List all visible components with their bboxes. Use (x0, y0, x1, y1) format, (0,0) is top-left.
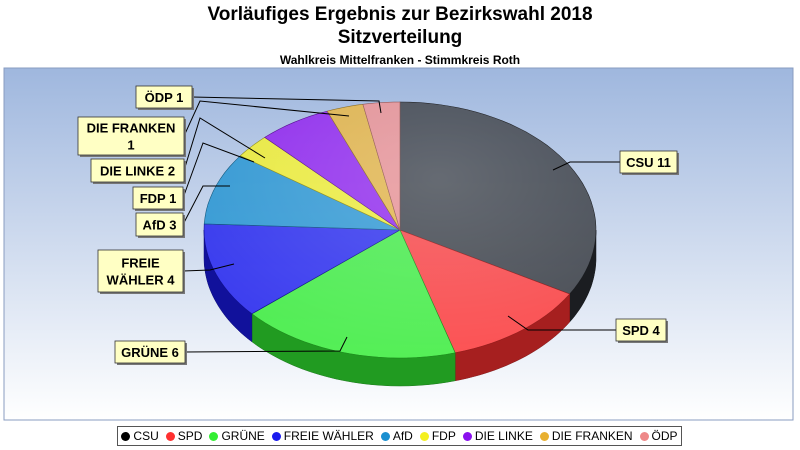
legend-item-odp: ÖDP (639, 429, 678, 443)
callout-box-csu (619, 150, 678, 174)
legend-item-grune: GRÜNE (209, 429, 265, 443)
callout-box-fdp (132, 186, 184, 210)
callout-box-die-linke (90, 158, 185, 183)
legend-label: DIE LINKE (474, 429, 533, 443)
legend-label: GRÜNE (221, 429, 265, 443)
callout-box-afd (135, 212, 184, 237)
chart-subtitle: Sitzverteilung (337, 27, 463, 48)
leader-line-freie-wahler (182, 263, 235, 272)
legend-label: ÖDP (651, 429, 678, 443)
leader-line-die-linke (183, 117, 266, 171)
legend-label: AfD (392, 429, 413, 443)
legend-marker-icon (165, 431, 175, 441)
legend-marker-icon (209, 431, 219, 441)
callout-box-spd (615, 318, 667, 342)
slice-label-afd: AfD 3 (143, 218, 177, 233)
callout-box-freie-wahler (97, 249, 184, 293)
slice-label-spd: SPD 4 (622, 323, 660, 338)
legend-item-fdp: FDP (419, 429, 456, 443)
legend-label: SPD (177, 429, 203, 443)
legend-item-die-linke: DIE LINKE (462, 429, 533, 443)
legend-label: FREIE WÄHLER (283, 429, 374, 443)
legend-marker-icon (121, 431, 131, 441)
legend-item-csu: CSU (121, 429, 159, 443)
slice-label-grune: GRÜNE 6 (121, 345, 179, 360)
legend-item-freie-wahler: FREIE WÄHLER (271, 429, 374, 443)
leader-line-afd (182, 185, 230, 225)
legend-marker-icon (462, 431, 472, 441)
leader-line-die-franken (183, 100, 350, 137)
legend-marker-icon (419, 431, 429, 441)
callout-box-odp (135, 85, 193, 109)
slice-label-die-franken: DIE FRANKEN 1 (87, 121, 176, 153)
callout-box-die-franken (77, 116, 185, 156)
leader-line-fdp (182, 142, 255, 199)
leader-line-grune (184, 336, 348, 353)
chart-legend: CSU SPD GRÜNE FREIE WÄHLER AfD FDP DIE LINKE DI… (117, 426, 682, 446)
pie-highlight (204, 102, 596, 358)
legend-marker-icon (639, 431, 649, 441)
legend-item-die-franken: DIE FRANKEN (539, 429, 633, 443)
legend-item-spd: SPD (165, 429, 203, 443)
legend-label: FDP (431, 429, 456, 443)
slice-label-csu: CSU 11 (626, 155, 671, 170)
chart-title: Vorläufiges Ergebnis zur Bezirkswahl 201… (207, 4, 593, 25)
legend-label: CSU (133, 429, 159, 443)
leader-line-spd (507, 315, 616, 331)
legend-marker-icon (539, 431, 549, 441)
slice-label-freie-wahler: FREIE WÄHLER 4 (107, 256, 176, 288)
legend-item-afd: AfD (380, 429, 413, 443)
legend-marker-icon (271, 431, 281, 441)
slice-label-odp: ÖDP 1 (145, 90, 184, 105)
leader-line-odp (191, 96, 382, 114)
legend-marker-icon (380, 431, 390, 441)
legend-label: DIE FRANKEN (551, 429, 633, 443)
callout-box-grune (114, 340, 186, 364)
slice-label-die-linke: DIE LINKE 2 (100, 164, 175, 179)
leader-line-csu (552, 161, 620, 171)
chart-caption: Wahlkreis Mittelfranken - Stimmkreis Rot… (279, 53, 521, 67)
slice-label-fdp: FDP 1 (140, 191, 177, 206)
